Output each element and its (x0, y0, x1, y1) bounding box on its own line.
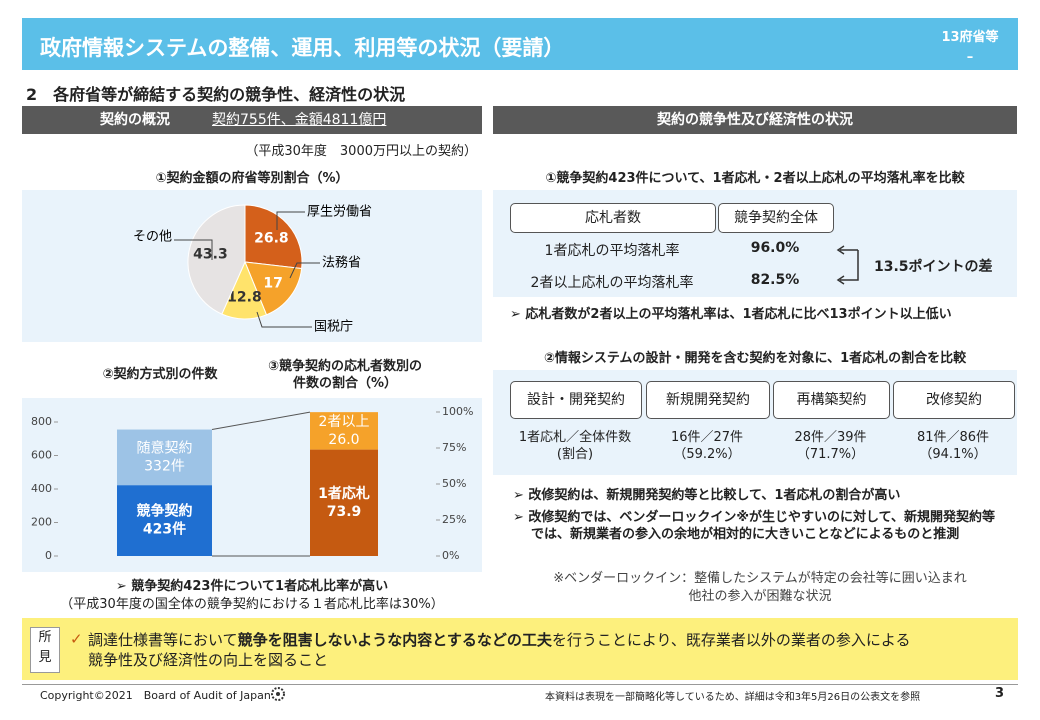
text: を行うことにより、既存業者以外の業者の参入による 競争性及び経済性の向上を図るこ… (88, 631, 911, 669)
segment-value: 26.0 (328, 432, 359, 448)
y-tick-label: 0 (45, 549, 52, 562)
bar-chart: 0 200 400 600 800 競争契約423件 随意契約 332件 0% 25% 50% 75%… (31, 405, 473, 562)
segment-name: 競争契約 (137, 503, 193, 520)
leader-line (174, 239, 213, 260)
y-tick-label: 800 (31, 415, 52, 428)
finding: ➢ 改修契約は、新規開発契約等と比較して、1者応札の割合が高い (513, 488, 901, 503)
segment-name: 随意契約 (137, 439, 193, 456)
summary-note: （平成30年度の国全体の競争契約における１者応札比率は30%） (60, 597, 444, 612)
pie-slice (244, 261, 303, 316)
footer-rule (22, 684, 1018, 685)
opinion-text: 調達仕様書等において競争を阻害しないような内容とするなどの工夫を行うことにより、… (88, 630, 1008, 670)
bar-segment (117, 429, 212, 486)
chart-title: ②契約方式別の件数 (102, 367, 218, 382)
chart-title: ①契約金額の府省等別割合（%） (155, 171, 349, 186)
bar-segment (117, 485, 212, 556)
segment-value: 73.9 (327, 504, 362, 520)
opinion-label: 所 見 (30, 627, 60, 673)
segment-value: 332件 (144, 458, 185, 474)
bar-segment (310, 449, 378, 556)
emphasis: 競争を阻害しないような内容とするなどの工夫 (237, 631, 552, 649)
copyright: Copyright©2021 Board of Audit of Japan (40, 689, 271, 702)
summary: ➢ 競争契約423件について1者応札比率が高い (115, 579, 389, 594)
chart-title: ③競争契約の応札者数別の 件数の割合（%） (267, 359, 422, 391)
y-tick-label: 200 (31, 516, 52, 529)
note: （平成30年度 3000万円以上の契約） (245, 144, 477, 159)
pie-slice (244, 204, 303, 270)
bar-panel (22, 398, 482, 572)
cell: 81件／86件 （94.1%） (916, 430, 990, 462)
segment-name: 1者応札 (318, 485, 370, 502)
row-value: 96.0% (750, 240, 800, 256)
y-tick-label: 0% (442, 549, 459, 562)
y-tick-label: 100% (442, 405, 473, 418)
footnote: ※ベンダーロックイン：整備したシステムが特定の会社等に囲い込まれ 他社の参入が困… (553, 571, 967, 604)
section-title: 2 各府省等が締結する契約の競争性、経済性の状況 (26, 85, 406, 104)
y-tick-label: 25% (442, 513, 466, 526)
segment-name: 2者以上 (319, 414, 370, 430)
slice-label: その他 (133, 230, 172, 245)
title: 政府情報システムの整備、運用、利用等の状況（要請） (40, 36, 565, 60)
header-cell: 新規開発契約 (646, 381, 770, 419)
row-label: 1者応札の平均落札率 (544, 243, 680, 259)
pie-chart: 26.8 厚生労働省 17 法務省 12.8 国税庁 43.3 その他 (133, 204, 372, 335)
bar-segment (310, 412, 378, 450)
header-cell: 応札者数 (510, 203, 716, 233)
y-tick-label: 75% (442, 441, 466, 454)
y-tick-label: 400 (31, 482, 52, 495)
header-cell: 競争契約全体 (718, 203, 834, 233)
slice-label: 法務省 (322, 256, 361, 271)
header-cell: 改修契約 (893, 381, 1015, 419)
cell: 16件／27件 （59.2%） (670, 430, 744, 462)
slice-value: 12.8 (227, 289, 262, 305)
bar-label: 契約の概況 (100, 112, 170, 128)
opinion-box (22, 618, 1018, 680)
pie-slice (187, 204, 246, 315)
slice-label: 国税庁 (314, 320, 353, 335)
bar-value: 契約755件、金額4811億円 (212, 112, 387, 128)
section-title: ①競争契約423件について、1者応札・2者以上応札の平均落札率を比較 (545, 171, 965, 186)
left-bar: 契約の概況 契約755件、金額4811億円 (22, 106, 482, 134)
logo (271, 687, 285, 701)
leader-line (256, 311, 312, 328)
disclaimer: 本資料は表現を一部簡略化等しているため、詳細は令和3年5月26日の公表文を参照 (545, 692, 921, 703)
tag-sub: – (966, 50, 974, 65)
difference: 13.5ポイントの差 (874, 259, 993, 275)
finding: ➢ 改修契約では、ベンダーロックイン※が生じやすいのに対して、新規開発契約等では… (513, 510, 996, 542)
slice-value: 26.8 (254, 230, 289, 246)
slice-label: 厚生労働省 (307, 205, 372, 220)
leader-line (289, 262, 320, 279)
row-value: 82.5% (750, 272, 800, 288)
header-cell: 設計・開発契約 (510, 381, 642, 419)
page-number: 3 (995, 686, 1005, 701)
finding: ➢ 応札者数が2者以上の平均落札率は、1者応札に比べ13ポイント以上低い (510, 307, 952, 322)
row-label: 2者以上応札の平均落札率 (530, 275, 694, 291)
slice-value: 17 (263, 275, 282, 291)
check: ✓ (70, 630, 83, 648)
tag: 13府省等 (941, 30, 999, 45)
leader-line (276, 211, 305, 230)
slice-value: 43.3 (193, 247, 228, 263)
cell: 28件／39件 （71.7%） (794, 430, 867, 462)
y-tick-label: 600 (31, 449, 52, 462)
connector (211, 411, 311, 431)
bracket (836, 245, 859, 285)
header-cell: 再構築契約 (773, 381, 890, 419)
segment-value: 423件 (143, 521, 186, 538)
header-bar (22, 18, 1018, 70)
cell: 1者応札／全体件数 (割合) (518, 430, 632, 462)
section-title: ②情報システムの設計・開発を含む契約を対象に、1者応札の割合を比較 (543, 351, 967, 366)
y-tick-label: 50% (442, 477, 466, 490)
right-bar: 契約の競争性及び経済性の状況 (493, 106, 1017, 134)
text: 調達仕様書等において (88, 631, 238, 649)
